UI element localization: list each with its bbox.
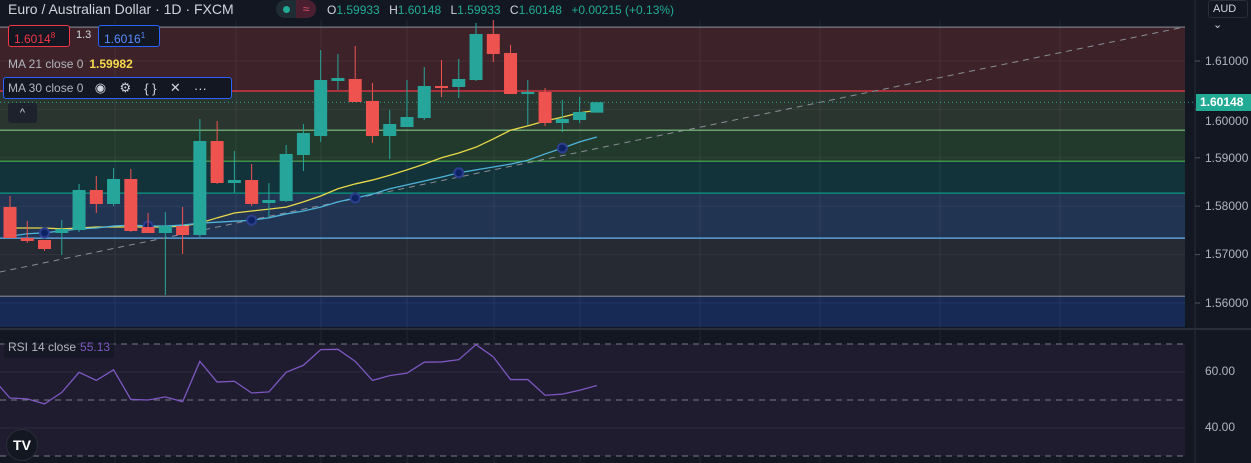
rsi-value: 55.13 [80,340,111,354]
low-label: L [450,3,458,17]
candle-body [417,86,431,119]
candle-body [314,80,328,137]
delayed-data-icon: ≈ [296,0,316,18]
candle-body [521,91,535,95]
ma30-label: MA 30 close 0 [8,81,84,95]
change-value: +0.00215 (+0.13%) [571,3,675,17]
eye-icon[interactable]: ◉ [94,80,107,95]
candle-body [331,77,345,81]
gear-icon[interactable]: ⚙ [119,80,132,95]
candle-body [504,53,518,95]
symbol-name: Euro / Australian Dollar [8,1,152,17]
symbol-title[interactable]: Euro / Australian Dollar · 1D · FXCM [8,1,234,17]
candle-body [245,180,259,204]
fib-zone [0,238,1185,297]
candle-body [573,112,587,120]
candle-body [555,118,569,124]
candle-body [452,79,466,87]
rsi-tick: 60.00 [1205,364,1236,378]
currency-button[interactable]: AUD ⌄ [1208,0,1248,31]
candle-body [193,141,207,235]
candle-body [3,206,17,238]
close-label: C [509,3,519,17]
candle-body [486,33,500,54]
market-open-icon [276,0,296,18]
ma30-line [9,136,598,237]
ma30-marker [39,227,51,239]
price-tick: 1.58000 [1205,199,1249,213]
fib-zone [0,296,1185,327]
buy-pip: 1 [140,31,146,40]
ma30-marker [349,192,361,204]
ma30-marker [556,142,568,154]
candle-body [55,228,69,234]
candle-body [435,86,448,89]
candle-body [400,116,414,128]
candle-body [38,239,52,249]
ma30-marker [246,214,258,226]
price-tick: 1.59000 [1205,151,1249,165]
sell-price: 1.6014 [14,32,51,46]
high-label: H [389,3,398,17]
ma21-label: MA 21 close 0 [8,57,84,71]
current-price-tag: 1.60148 [1196,94,1251,111]
separator: · [185,1,191,17]
price-tick: 1.60000 [1205,114,1249,128]
close-value: 1.60148 [518,3,562,17]
candle-body [227,180,241,184]
sell-pip: 8 [50,31,56,40]
fib-zone [0,130,1185,162]
ma21-legend[interactable]: MA 21 close 0 1.59982 [8,57,133,71]
exchange: FXCM [194,1,234,17]
collapse-legend-button[interactable]: ^ [8,103,37,123]
open-label: O [327,3,337,17]
ma30-legend[interactable]: MA 30 close 0 ◉ ⚙ { } ✕ ··· [3,77,232,99]
candle-body [469,33,483,81]
market-status[interactable]: ≈ [276,0,316,18]
buy-price: 1.6016 [104,32,141,46]
candle-body [158,225,172,234]
tradingview-logo[interactable]: TV [6,429,38,461]
candle-body [538,91,552,124]
high-value: 1.60148 [397,3,442,17]
close-icon[interactable]: ✕ [169,80,181,95]
ma30-marker [453,167,465,179]
candle-body [107,178,121,204]
low-value: 1.59933 [457,3,501,17]
candle-body [141,227,155,234]
price-tick: 1.61000 [1205,54,1249,68]
candle-body [348,79,362,102]
rsi-label: RSI 14 close [8,340,77,354]
candle-body [176,225,190,235]
fib-zone [0,161,1185,194]
spread: 1.3 [76,29,92,41]
sell-button[interactable]: 1.60148 [8,25,70,47]
candle-body [590,102,604,113]
candle-body [20,237,34,241]
price-tick: 1.57000 [1205,247,1249,261]
open-value: 1.59933 [336,3,380,17]
interval: 1D [163,1,182,17]
price-tick: 1.56000 [1205,296,1249,310]
candle-body [89,189,103,204]
rsi-line [0,343,598,405]
candle-body [124,178,138,231]
rsi-band-fill [0,344,1185,456]
separator: · [155,1,160,17]
rsi-legend[interactable]: RSI 14 close 55.13 [4,338,115,358]
candle-body [262,200,276,204]
source-code-icon[interactable]: { } [144,80,157,96]
candle-body [383,124,397,137]
ohlc-readout: O1.59933 H1.60148 L1.59933 C1.60148 +0.0… [327,3,680,17]
rsi-tick: 40.00 [1205,420,1236,434]
candle-body [279,153,293,201]
more-icon[interactable]: ··· [193,80,207,96]
candle-body [72,189,86,231]
buy-button[interactable]: 1.60161 [98,25,160,47]
candle-body [210,141,224,184]
candle-body [365,100,379,137]
candle-body [296,133,310,155]
ma21-value: 1.59982 [89,57,133,71]
